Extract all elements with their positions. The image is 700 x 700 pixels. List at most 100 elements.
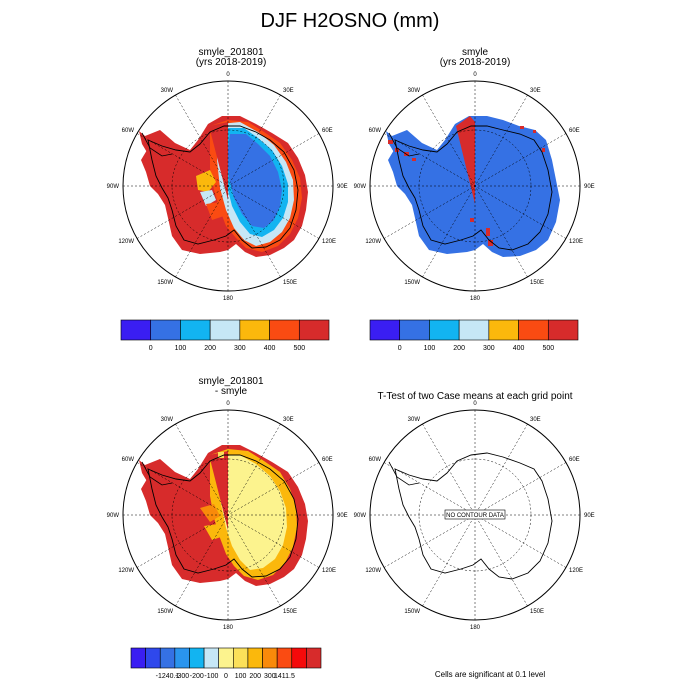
lon-label: 150E	[530, 609, 544, 615]
colorbar-label: 1411.5	[274, 673, 295, 680]
panel4-no-data-box: NO CONTOUR DATA	[444, 509, 506, 520]
panel1-map: 0 30E 60E 90E 120E 150E 180 150W 120W 90…	[107, 72, 348, 302]
lon-label: 30W	[408, 88, 421, 94]
lon-label: 90W	[354, 184, 367, 190]
lon-label: 150E	[283, 609, 297, 615]
lon-label: 150W	[404, 609, 420, 615]
lon-label: 120E	[322, 568, 336, 574]
lon-label: 180	[223, 625, 234, 631]
panel1-graticule	[123, 81, 333, 291]
colorbar-label: 500	[293, 345, 305, 352]
colorbar-swatch	[291, 647, 307, 669]
lon-label: 0	[473, 72, 477, 78]
lon-label: 120W	[365, 239, 381, 245]
lon-label: 90E	[337, 513, 348, 519]
colorbar-panel2: 0 100 200 300 400 500	[369, 319, 579, 352]
colorbar-swatch	[262, 647, 278, 669]
colorbar-swatch	[150, 319, 181, 341]
colorbar-label: -300	[175, 673, 189, 680]
panel1-field	[139, 116, 308, 257]
panel1-title: smyle_201801 (yrs 2018-2019)	[195, 47, 267, 68]
lon-label: 60W	[369, 128, 382, 134]
colorbar-label: 100	[235, 673, 247, 680]
lon-label: 90E	[584, 513, 595, 519]
colorbar-swatch	[233, 647, 249, 669]
panel3-graticule	[123, 410, 333, 620]
lon-label: 120W	[118, 568, 134, 574]
lon-label: 60W	[122, 128, 135, 134]
panel3-lon-labels: 0 30E 60E 90E 120E 150E 180 150W 120W 90…	[107, 401, 348, 631]
colorbar-label: 100	[424, 345, 436, 352]
panel4-coastline	[394, 452, 553, 580]
lon-label: 30E	[530, 88, 541, 94]
colorbar-swatch	[518, 319, 549, 341]
colorbar-swatch	[239, 319, 270, 341]
colorbar-label: 200	[453, 345, 465, 352]
colorbar-label: 500	[542, 345, 554, 352]
lon-label: 150E	[283, 280, 297, 286]
colorbar-label: -200	[190, 673, 204, 680]
colorbar-swatch	[458, 319, 490, 341]
colorbar-label: 0	[224, 673, 228, 680]
lon-label: 150E	[530, 280, 544, 286]
significance-note: Cells are significant at 0.1 level	[434, 670, 546, 679]
panel2-graticule	[370, 81, 580, 291]
lon-label: 120E	[569, 568, 583, 574]
lon-label: 30E	[283, 417, 294, 423]
lon-label: 150W	[157, 609, 173, 615]
colorbar-swatch	[174, 647, 190, 669]
colorbar-label: 200	[204, 345, 216, 352]
panel2-title: smyle (yrs 2018-2019)	[439, 47, 511, 68]
lon-label: 90E	[584, 184, 595, 190]
lon-label: 180	[470, 625, 481, 631]
panel4-title: T-Test of two Case means at each grid po…	[377, 391, 573, 402]
panel4-map: NO CONTOUR DATA 0 30E 60E 90E 120E 150E …	[354, 401, 595, 631]
lon-label: 30E	[283, 88, 294, 94]
colorbar-swatch	[547, 319, 579, 341]
lon-label: 90W	[354, 513, 367, 519]
colorbar-swatch	[369, 319, 401, 341]
lon-label: 90W	[107, 513, 120, 519]
colorbar-swatch	[399, 319, 430, 341]
panel3-map: 0 30E 60E 90E 120E 150E 180 150W 120W 90…	[107, 401, 348, 631]
colorbar-swatch	[145, 647, 161, 669]
lon-label: 150W	[157, 280, 173, 286]
lon-label: 60W	[369, 457, 382, 463]
colorbar-label: 400	[264, 345, 276, 352]
no-data-message: NO CONTOUR DATA	[446, 513, 504, 519]
colorbar-swatch	[130, 647, 146, 669]
lon-label: 60E	[569, 128, 580, 134]
panel2-map: 0 30E 60E 90E 120E 150E 180 150W 120W 90…	[354, 72, 595, 302]
colorbar-swatch	[488, 319, 519, 341]
colorbar-label: 100	[175, 345, 187, 352]
colorbar-label: 0	[149, 345, 153, 352]
lon-label: 60E	[569, 457, 580, 463]
colorbar-swatch	[269, 319, 300, 341]
colorbar-swatch	[189, 647, 205, 669]
colorbar-swatch	[180, 319, 211, 341]
lon-label: 0	[226, 401, 230, 407]
lon-label: 60E	[322, 128, 333, 134]
colorbar-label: 300	[264, 673, 276, 680]
panel3-title: smyle_201801- smyle	[198, 376, 264, 397]
colorbar-swatch	[298, 319, 330, 341]
colorbar-swatch	[276, 647, 293, 669]
lon-label: 150W	[404, 280, 420, 286]
lon-label: 90E	[337, 184, 348, 190]
lon-label: 120E	[322, 239, 336, 245]
lon-label: 30W	[161, 88, 174, 94]
lon-label: 120E	[569, 239, 583, 245]
colorbar-swatch	[159, 647, 176, 669]
lon-label: 0	[473, 401, 477, 407]
colorbar-swatch	[209, 319, 241, 341]
colorbar-label: 200	[249, 673, 261, 680]
colorbar-panel1: 0 100 200 300 400 500	[120, 319, 330, 352]
lon-label: 120W	[365, 568, 381, 574]
colorbar-label: 300	[234, 345, 246, 352]
panel2-lon-labels: 0 30E 60E 90E 120E 150E 180 150W 120W 90…	[354, 72, 595, 302]
lon-label: 30E	[530, 417, 541, 423]
lon-label: 30W	[161, 417, 174, 423]
colorbar-swatch	[306, 647, 322, 669]
